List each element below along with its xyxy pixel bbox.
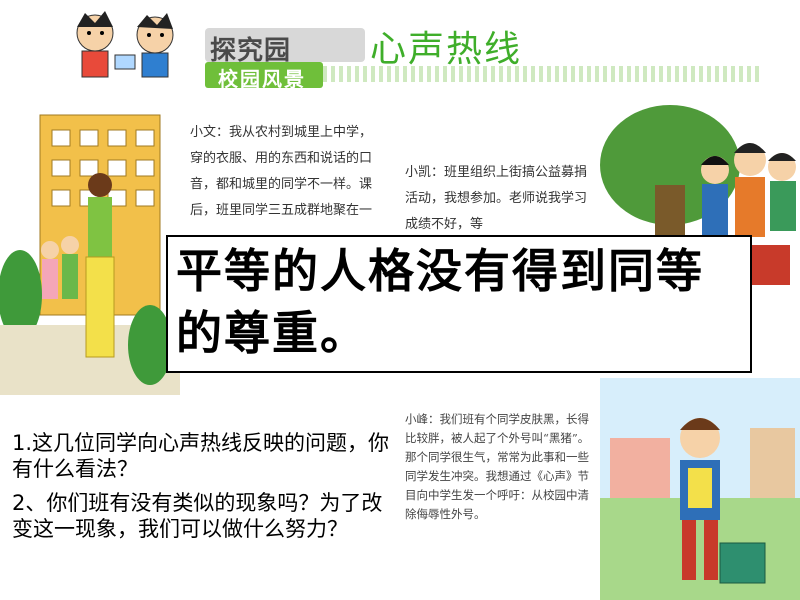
question-2: 2、你们班有没有类似的现象吗？为了改变这一现象，我们可以做什么努力？ xyxy=(12,491,383,541)
page-subtitle: 校园风景 xyxy=(218,67,306,91)
cartoon-kids-illustration xyxy=(76,11,174,78)
title-background xyxy=(205,28,365,62)
page-title: 探究园 xyxy=(210,36,292,66)
header-stripe xyxy=(323,66,763,82)
boy-with-backpack-illustration xyxy=(600,378,800,600)
callout-box xyxy=(166,235,752,373)
story-xiaokai: 小凯：班里组织上街搞公益募捐活动，我想参加。老师说我学习成绩不好，等 xyxy=(405,165,588,232)
section-title: 心声热线 xyxy=(370,29,523,70)
school-building-illustration xyxy=(0,114,180,395)
story-xiaowen: 小文：我从农村到城里上中学，穿的衣服、用的东西和说话的口音，都和城里的同学不一样… xyxy=(190,125,373,218)
story-xiaofeng: 小峰：我们班有个同学皮肤黑，长得比较胖，被人起了个外号叫“黑猪”。那个同学很生气… xyxy=(405,412,590,521)
question-1: 1.这几位同学向心声热线反映的问题，你有什么看法？ xyxy=(12,431,390,481)
subtitle-background xyxy=(205,62,323,88)
callout-text: 平等的人格没有得到同等的尊重。 xyxy=(176,244,704,360)
